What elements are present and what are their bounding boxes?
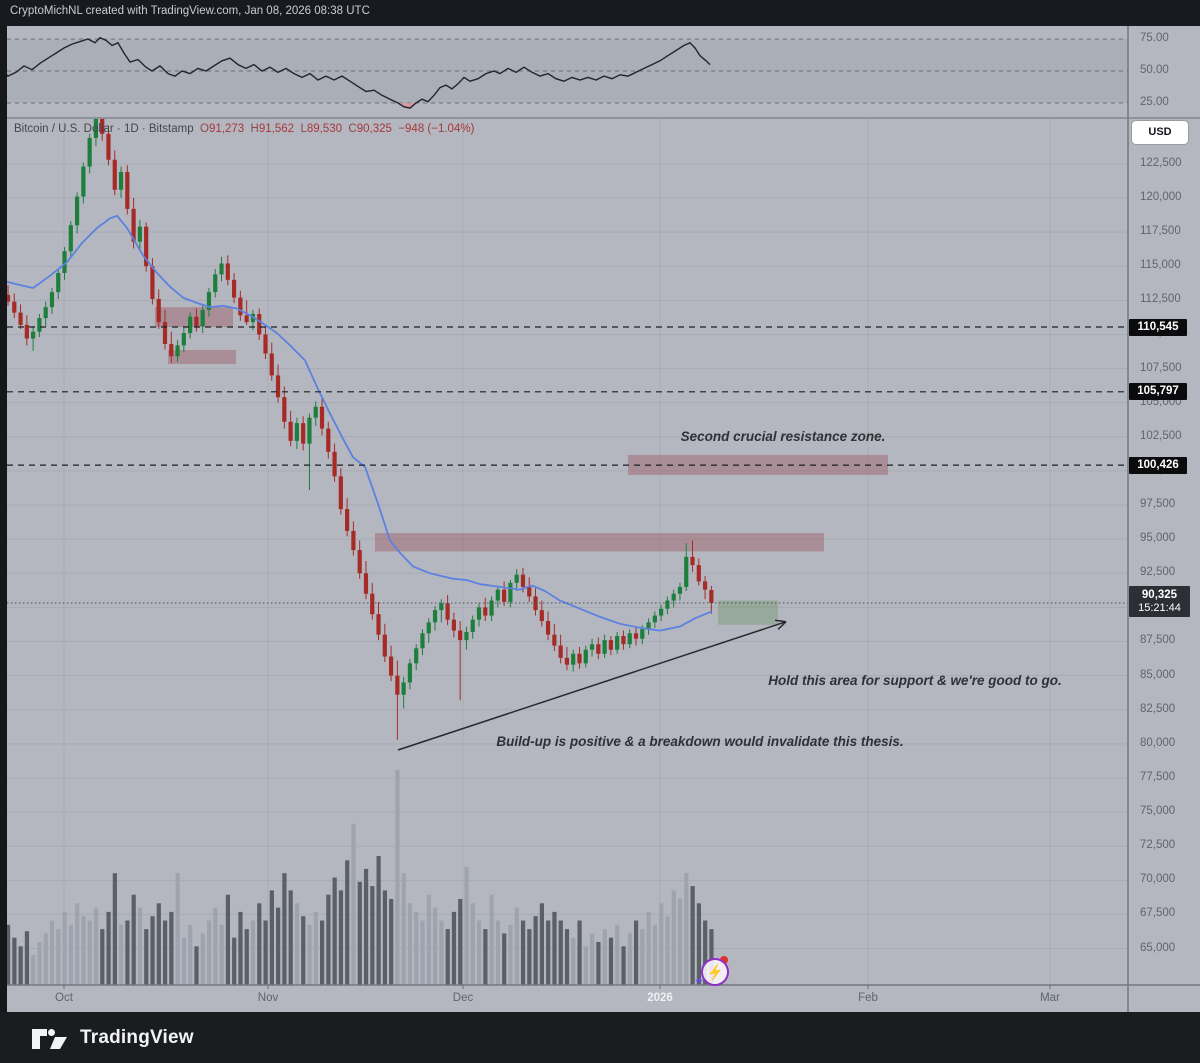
price-axis-label: 65,000 bbox=[1140, 941, 1176, 954]
currency-toggle-button[interactable]: USD bbox=[1132, 121, 1188, 144]
symbol-name[interactable]: Bitcoin / U.S. Dollar bbox=[14, 123, 114, 135]
annotation-buildup[interactable]: Build-up is positive & a breakdown would… bbox=[496, 734, 904, 749]
price-axis-label: 122,500 bbox=[1140, 156, 1182, 169]
close-value: 90,325 bbox=[356, 123, 392, 135]
time-axis-label: Nov bbox=[257, 992, 279, 1004]
price-axis-label: 67,500 bbox=[1140, 907, 1176, 920]
price-axis-label: 120,000 bbox=[1140, 190, 1182, 203]
time-axis-label: Oct bbox=[55, 992, 73, 1004]
price-axis-label: 115,000 bbox=[1140, 259, 1181, 272]
tradingview-logo-text: TradingView bbox=[80, 1026, 194, 1048]
exchange: Bitstamp bbox=[148, 123, 194, 135]
price-axis-label: 82,500 bbox=[1140, 702, 1176, 715]
price-axis-label: 70,000 bbox=[1140, 873, 1176, 886]
watermark-text: CryptoMichNL created with TradingView.co… bbox=[10, 5, 370, 17]
interval[interactable]: 1D bbox=[123, 123, 139, 135]
chart-left-border bbox=[0, 26, 7, 1012]
price-axis-label: 72,500 bbox=[1140, 839, 1176, 852]
open-label: O bbox=[200, 123, 209, 135]
price-chart-canvas[interactable] bbox=[0, 0, 1200, 1012]
current-price: 90,325 bbox=[1141, 588, 1178, 601]
high-label: H bbox=[250, 123, 259, 135]
annotation-second-resistance[interactable]: Second crucial resistance zone. bbox=[680, 429, 886, 444]
price-axis-label: 112,500 bbox=[1140, 293, 1181, 306]
price-badge-level-100426: 100,426 bbox=[1129, 456, 1187, 474]
indicator-axis-label: 25.00 bbox=[1140, 96, 1169, 108]
tradingview-logo-icon bbox=[32, 1028, 67, 1049]
time-axis-label: 2026 bbox=[647, 992, 673, 1004]
symbol-info-row[interactable]: Bitcoin / U.S. Dollar · 1D · Bitstamp O9… bbox=[14, 123, 475, 135]
price-axis-label: 80,000 bbox=[1140, 736, 1176, 749]
time-axis-label: Feb bbox=[858, 992, 878, 1004]
price-axis-label: 87,500 bbox=[1140, 634, 1176, 647]
price-axis-label: 102,500 bbox=[1140, 429, 1182, 442]
notification-dot bbox=[720, 956, 728, 964]
high-value: 91,562 bbox=[258, 123, 295, 135]
price-axis-label: 85,000 bbox=[1140, 668, 1176, 681]
bar-countdown: 15:21:44 bbox=[1138, 601, 1181, 614]
boost-sticker[interactable]: ⚡ ✦ bbox=[694, 955, 732, 989]
time-axis-label: Mar bbox=[1040, 992, 1060, 1004]
price-axis-label: 107,500 bbox=[1140, 361, 1182, 374]
sparkle-icon: ✦ bbox=[694, 974, 705, 988]
price-axis-label: 75,000 bbox=[1140, 805, 1176, 818]
price-axis-label: 95,000 bbox=[1140, 532, 1176, 545]
indicator-axis-label: 75.00 bbox=[1140, 32, 1169, 44]
low-value: 89,530 bbox=[306, 123, 343, 135]
close-label: C bbox=[348, 123, 357, 135]
open-value: 91,273 bbox=[208, 123, 245, 135]
price-axis-label: 97,500 bbox=[1140, 498, 1176, 511]
current-price-badge: 90,325 15:21:44 bbox=[1129, 585, 1190, 617]
price-axis-label: 92,500 bbox=[1140, 566, 1176, 579]
indicator-axis-label: 50.00 bbox=[1140, 64, 1169, 76]
footer-bar: TradingView bbox=[0, 1012, 1200, 1063]
price-badge-level-105797: 105,797 bbox=[1129, 383, 1187, 401]
time-axis-label: Dec bbox=[452, 992, 474, 1004]
price-axis-label: 77,500 bbox=[1140, 770, 1176, 783]
watermark-bar: CryptoMichNL created with TradingView.co… bbox=[0, 0, 1200, 26]
price-badge-level-110545: 110,545 bbox=[1129, 318, 1187, 336]
price-axis-label: 117,500 bbox=[1140, 225, 1181, 238]
annotation-hold-support[interactable]: Hold this area for support & we're good … bbox=[768, 673, 1062, 688]
change-value: −948 (−1.04%) bbox=[398, 123, 475, 135]
low-label: L bbox=[300, 123, 307, 135]
